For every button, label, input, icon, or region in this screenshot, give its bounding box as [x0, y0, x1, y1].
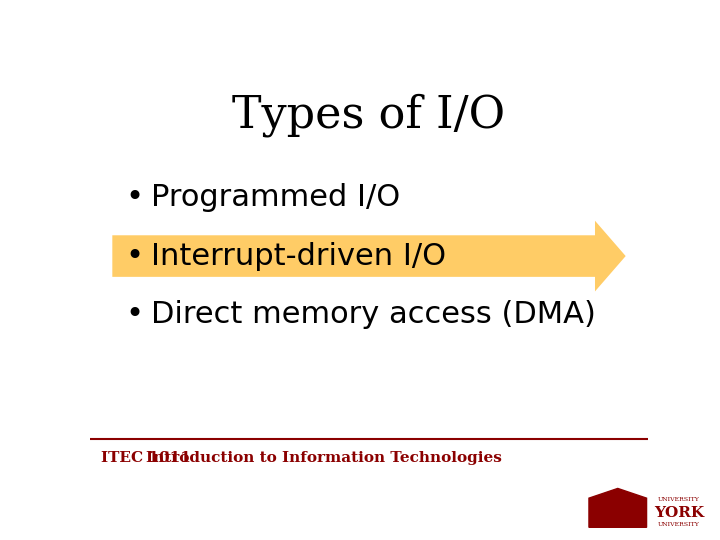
Text: Programmed I/O: Programmed I/O [151, 184, 400, 212]
Text: Interrupt-driven I/O: Interrupt-driven I/O [151, 241, 446, 271]
Text: YORK: YORK [654, 506, 705, 519]
Text: Types of I/O: Types of I/O [233, 93, 505, 137]
Polygon shape [112, 221, 626, 292]
Polygon shape [589, 488, 647, 527]
Text: Direct memory access (DMA): Direct memory access (DMA) [151, 300, 596, 329]
Text: ITEC 1011: ITEC 1011 [101, 451, 191, 465]
Text: •: • [125, 184, 144, 212]
Text: •: • [125, 300, 144, 329]
Text: UNIVERSITY: UNIVERSITY [658, 497, 700, 502]
Text: •: • [125, 241, 144, 271]
Text: UNIVERSITY: UNIVERSITY [658, 522, 700, 528]
Text: Introduction to Information Technologies: Introduction to Information Technologies [146, 451, 503, 465]
